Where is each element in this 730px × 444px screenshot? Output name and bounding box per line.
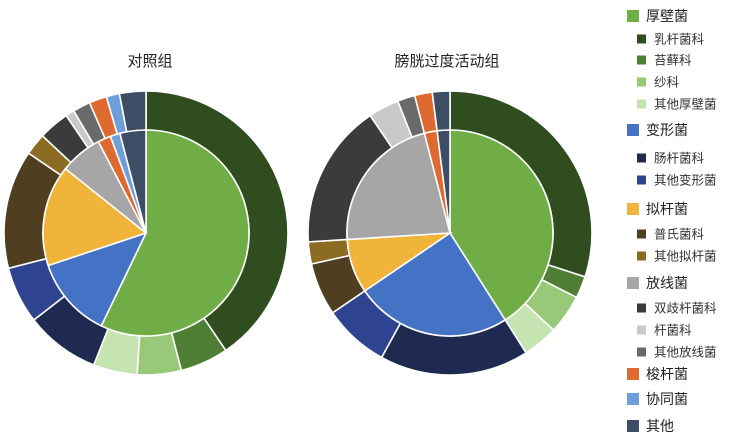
legend-swatch-8 bbox=[627, 203, 639, 215]
inner-pie-slice-oab-3 bbox=[346, 132, 452, 241]
legend-swatch-7 bbox=[637, 175, 646, 185]
inner-pie-slice-control-2 bbox=[42, 167, 148, 267]
legend-label-13: 杆菌科 bbox=[654, 323, 692, 338]
legend-label-6: 肠杆菌科 bbox=[654, 151, 705, 166]
inner-pie-slice-control-0 bbox=[100, 129, 250, 337]
legend-swatch-17 bbox=[627, 420, 639, 432]
chart-title-oab: 膀胱过度活动组 bbox=[394, 52, 499, 70]
legend-label-7: 其他变形菌 bbox=[654, 173, 717, 188]
legend-label-5: 变形菌 bbox=[646, 123, 688, 139]
legend-label-15: 梭杆菌 bbox=[646, 366, 688, 383]
legend-swatch-3 bbox=[637, 77, 646, 87]
legend-swatch-2 bbox=[637, 55, 646, 65]
legend-label-3: 纱科 bbox=[654, 75, 680, 90]
legend-swatch-0 bbox=[627, 10, 639, 22]
inner-pie-slice-control-6 bbox=[118, 129, 147, 234]
legend-label-2: 苔藓科 bbox=[654, 53, 692, 68]
legend-swatch-16 bbox=[627, 393, 639, 405]
legend-swatch-13 bbox=[637, 325, 646, 335]
legend-swatch-1 bbox=[637, 34, 646, 44]
legend-label-14: 其他放线菌 bbox=[654, 345, 717, 360]
legend-swatch-5 bbox=[627, 124, 639, 136]
inner-pie-slice-oab-1 bbox=[363, 231, 507, 337]
legend-label-12: 双歧杆菌科 bbox=[654, 301, 717, 316]
pie-control-group bbox=[3, 90, 289, 376]
legend-label-10: 其他拟杆菌 bbox=[654, 249, 717, 264]
legend-swatch-12 bbox=[637, 303, 646, 313]
legend-label-16: 协同菌 bbox=[646, 392, 688, 408]
legend-swatch-10 bbox=[637, 251, 646, 261]
legend-label-0: 厚壁菌 bbox=[646, 9, 688, 25]
legend-label-9: 普氏菌科 bbox=[654, 227, 705, 242]
legend-label-11: 放线菌 bbox=[646, 276, 688, 292]
legend-label-8: 拟杆菌 bbox=[646, 202, 688, 218]
legend-label-17: 其他 bbox=[646, 419, 674, 435]
legend-swatch-15 bbox=[627, 368, 639, 380]
legend: 厚壁菌乳杆菌科苔藓科纱科其他厚壁菌变形菌肠杆菌科其他变形菌拟杆菌普氏菌科其他拟杆… bbox=[627, 9, 717, 435]
inner-pie-slice-oab-6 bbox=[436, 129, 451, 234]
legend-swatch-6 bbox=[637, 153, 646, 163]
chart-title-control: 对照组 bbox=[127, 52, 172, 70]
legend-swatch-11 bbox=[627, 277, 639, 289]
legend-swatch-14 bbox=[637, 347, 646, 357]
legend-swatch-4 bbox=[637, 99, 646, 109]
legend-swatch-9 bbox=[637, 229, 646, 239]
pie-oab-group bbox=[307, 90, 593, 376]
legend-label-4: 其他厚壁菌 bbox=[654, 97, 717, 112]
inner-pie-slice-control-1 bbox=[47, 231, 148, 327]
legend-label-1: 乳杆菌科 bbox=[654, 32, 705, 47]
